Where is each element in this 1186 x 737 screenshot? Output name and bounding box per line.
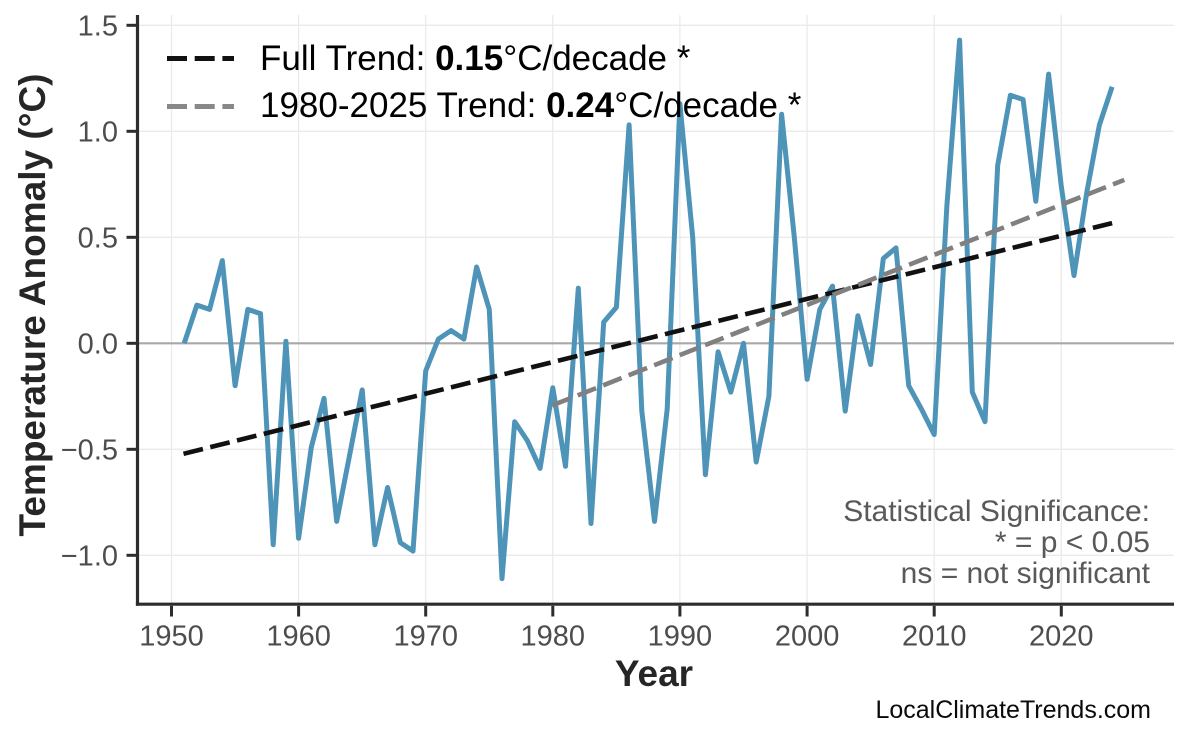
svg-text:1990: 1990 (648, 621, 713, 653)
svg-text:* = p < 0.05: * = p < 0.05 (995, 526, 1150, 559)
svg-text:Temperature Anomaly (°C): Temperature Anomaly (°C) (12, 74, 53, 537)
svg-text:1.5: 1.5 (78, 10, 118, 42)
svg-text:0.0: 0.0 (78, 328, 118, 360)
svg-text:2020: 2020 (1029, 621, 1094, 653)
svg-text:0.5: 0.5 (78, 222, 118, 254)
svg-text:1960: 1960 (266, 621, 331, 653)
svg-text:−1.0: −1.0 (61, 540, 118, 572)
svg-text:1980: 1980 (521, 621, 586, 653)
svg-text:LocalClimateTrends.com: LocalClimateTrends.com (875, 696, 1151, 724)
svg-text:Year: Year (615, 653, 693, 694)
svg-text:1970: 1970 (393, 621, 458, 653)
svg-text:1980-2025 Trend: 0.24°C/decade: 1980-2025 Trend: 0.24°C/decade * (260, 86, 802, 125)
svg-text:−0.5: −0.5 (61, 434, 118, 466)
svg-text:2010: 2010 (902, 621, 967, 653)
svg-text:1.0: 1.0 (78, 116, 118, 148)
svg-text:Full Trend: 0.15°C/decade *: Full Trend: 0.15°C/decade * (260, 39, 691, 78)
svg-text:2000: 2000 (775, 621, 840, 653)
svg-text:Statistical Significance:: Statistical Significance: (843, 495, 1150, 528)
svg-text:1950: 1950 (139, 621, 204, 653)
svg-text:ns = not significant: ns = not significant (901, 557, 1151, 590)
